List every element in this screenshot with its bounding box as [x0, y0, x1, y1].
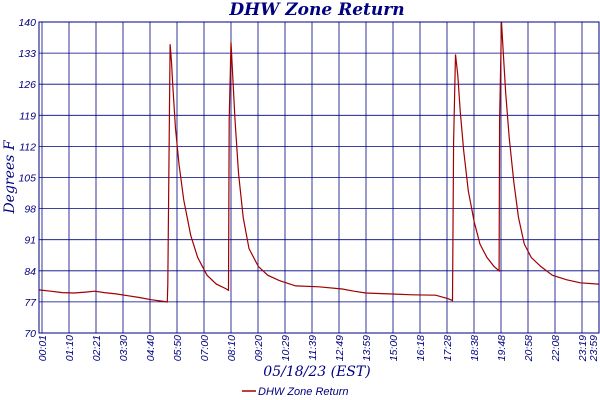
x-axis-title: 05/18/23 (EST) [263, 364, 370, 380]
x-tick-label: 23:19 [577, 335, 589, 362]
x-tick-label: 22:08 [550, 335, 562, 362]
y-tick-label: 84 [24, 266, 36, 278]
y-tick-label: 133 [18, 48, 36, 60]
plot-border [38, 21, 600, 334]
y-tick-label: 98 [24, 204, 36, 216]
chart-title: DHW Zone Return [228, 0, 404, 20]
series-line-dhw-zone-return [38, 21, 599, 303]
y-tick-label: 70 [24, 328, 36, 340]
x-tick-label: 16:18 [415, 335, 427, 361]
x-tick-label: 09:20 [253, 335, 265, 361]
x-tick-labels: 00:01 01:10 02:21 03:30 04:40 05:50 07:00 08:10… [37, 335, 600, 362]
x-tick-label: 17:28 [442, 335, 454, 361]
y-tick-label: 126 [18, 79, 36, 91]
y-axis-title: Degrees F [2, 139, 18, 214]
x-tick-label: 18:38 [469, 335, 481, 361]
y-tick-label: 140 [18, 17, 36, 29]
x-tick-label: 00:01 [37, 335, 49, 361]
x-tick-label: 01:10 [64, 335, 76, 361]
x-tick-label: 10:29 [280, 335, 292, 361]
x-tick-label: 23:59 [588, 335, 600, 362]
x-tick-label: 15:00 [388, 335, 400, 361]
legend-label: DHW Zone Return [258, 386, 348, 398]
y-tick-labels: 70 77 84 91 98 105 112 119 126 133 140 [18, 17, 37, 340]
x-tick-label: 19:48 [496, 335, 508, 361]
x-tick-label: 03:30 [118, 335, 130, 361]
x-tick-label: 07:00 [199, 335, 211, 361]
x-tick-label: 20:58 [523, 335, 535, 362]
x-tick-label: 13:59 [361, 335, 373, 361]
x-tick-label: 12:49 [334, 335, 346, 361]
y-tick-label: 77 [24, 297, 37, 309]
y-tick-label: 91 [24, 235, 36, 247]
x-tick-label: 11:39 [307, 335, 319, 361]
x-tick-label: 04:40 [145, 335, 157, 361]
x-tick-label: 05:50 [172, 335, 184, 361]
y-tick-label: 119 [19, 110, 36, 122]
x-tick-label: 08:10 [226, 335, 238, 361]
y-tick-label: 112 [19, 141, 36, 153]
x-tick-label: 02:21 [91, 335, 103, 361]
legend: DHW Zone Return [242, 386, 348, 398]
y-tick-label: 105 [18, 173, 36, 185]
